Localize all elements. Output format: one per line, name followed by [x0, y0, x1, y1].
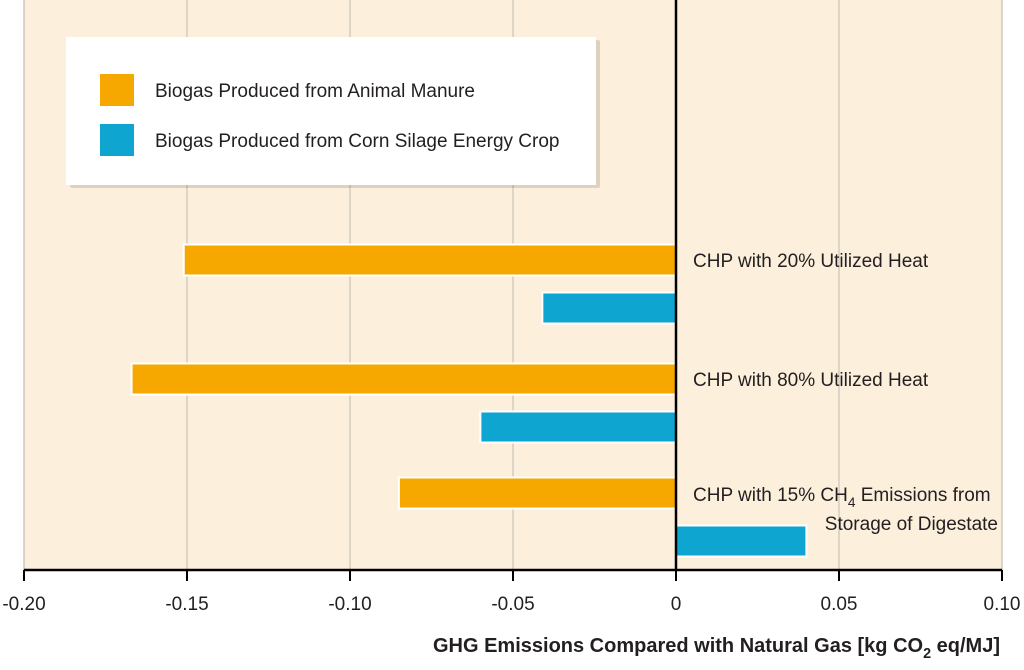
category-label-3-line2: Storage of Digestate: [825, 514, 998, 535]
bar-series2-category1: [541, 291, 678, 325]
legend-box: [66, 37, 596, 185]
legend-swatch-2: [100, 124, 134, 156]
x-tick-label-0: -0.20: [2, 594, 45, 615]
category-label-3-subscript: 4: [848, 495, 856, 510]
x-axis-title: GHG Emissions Compared with Natural Gas …: [433, 635, 1000, 662]
x-tick-label-2: -0.10: [328, 594, 371, 615]
bar-series2-category3: [675, 524, 808, 558]
legend-label-1: Biogas Produced from Animal Manure: [155, 81, 475, 102]
legend: Biogas Produced from Animal Manure Biogas…: [66, 37, 600, 188]
x-axis-title-subscript: 2: [923, 646, 931, 662]
category-label-2: CHP with 80% Utilized Heat: [693, 370, 929, 391]
category-label-3-line1: CHP with 15% CH4 Emissions from: [693, 485, 991, 510]
bar-series1-category2: [130, 362, 677, 396]
bar-series1-category1: [182, 243, 678, 277]
legend-swatch-1: [100, 74, 134, 106]
x-tick-label-4: 0: [671, 594, 682, 615]
category-label-1: CHP with 20% Utilized Heat: [693, 251, 929, 272]
bar-series2-category2: [479, 410, 677, 444]
x-tick-label-1: -0.15: [165, 594, 208, 615]
x-tick-label-5: 0.05: [821, 594, 858, 615]
legend-label-2: Biogas Produced from Corn Silage Energy …: [155, 131, 559, 152]
x-tick-label-3: -0.05: [491, 594, 534, 615]
bar-series1-category3: [397, 476, 677, 510]
x-tick-label-6: 0.10: [984, 594, 1021, 615]
